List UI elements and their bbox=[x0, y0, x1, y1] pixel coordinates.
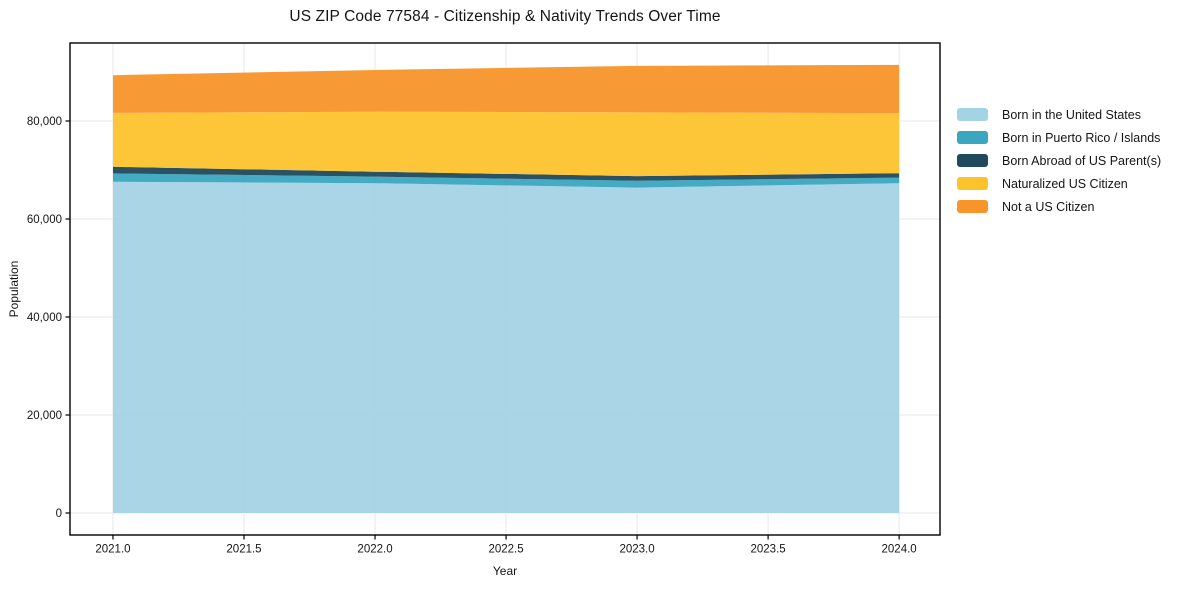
y-axis-label: Population bbox=[7, 260, 21, 318]
area-series bbox=[113, 173, 900, 188]
legend-item: Born Abroad of US Parent(s) bbox=[957, 149, 1161, 172]
legend-label: Born in the United States bbox=[1002, 107, 1141, 122]
legend-swatch bbox=[957, 154, 988, 167]
x-tick-label: 2022.0 bbox=[357, 544, 392, 556]
legend-label: Not a US Citizen bbox=[1002, 199, 1095, 214]
legend-swatch bbox=[957, 200, 988, 213]
legend-label: Born Abroad of US Parent(s) bbox=[1002, 153, 1162, 168]
legend-item: Not a US Citizen bbox=[957, 195, 1161, 218]
y-tick-label: 40,000 bbox=[27, 312, 62, 324]
legend-label: Born in Puerto Rico / Islands bbox=[1002, 130, 1161, 145]
legend-swatch bbox=[957, 108, 988, 121]
area-series bbox=[113, 111, 900, 177]
y-tick-label: 60,000 bbox=[27, 214, 62, 226]
x-tick-label: 2021.0 bbox=[95, 544, 130, 556]
x-tick-label: 2024.0 bbox=[882, 544, 917, 556]
area-series bbox=[113, 166, 900, 181]
x-tick-label: 2023.0 bbox=[619, 544, 654, 556]
area-series bbox=[113, 181, 900, 514]
chart-title: US ZIP Code 77584 - Citizenship & Nativi… bbox=[289, 8, 721, 25]
area-series bbox=[113, 64, 900, 114]
chart-legend: Born in the United States Born in Puerto … bbox=[957, 103, 1161, 218]
x-tick-label: 2023.5 bbox=[751, 544, 786, 556]
legend-swatch bbox=[957, 131, 988, 144]
x-tick-label: 2021.5 bbox=[226, 544, 261, 556]
y-tick-label: 80,000 bbox=[27, 116, 62, 128]
x-tick-label: 2022.5 bbox=[488, 544, 523, 556]
y-tick-label: 20,000 bbox=[27, 410, 62, 422]
legend-item: Naturalized US Citizen bbox=[957, 172, 1161, 195]
legend-label: Naturalized US Citizen bbox=[1002, 176, 1128, 191]
plot-border bbox=[69, 42, 941, 536]
legend-swatch bbox=[957, 177, 988, 190]
y-tick-label: 0 bbox=[56, 508, 62, 520]
legend-item: Born in Puerto Rico / Islands bbox=[957, 126, 1161, 149]
legend-item: Born in the United States bbox=[957, 103, 1161, 126]
x-axis-label: Year bbox=[492, 564, 518, 578]
